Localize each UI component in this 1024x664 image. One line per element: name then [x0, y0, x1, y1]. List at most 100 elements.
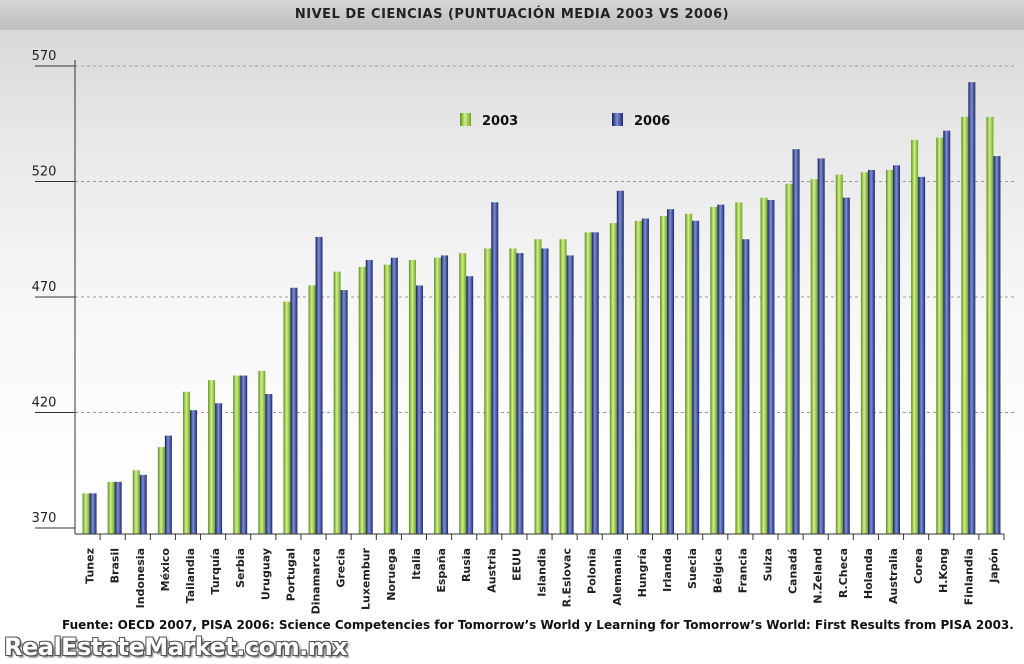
bar-2003-Suecia — [685, 213, 693, 534]
chart: 370 420 470 520 570 Tunez Brasil Indonesia Méxi… — [32, 49, 1014, 614]
bar-2003-Alemania — [609, 223, 617, 534]
x-tick-label: Serbia — [234, 548, 247, 588]
x-tick-label: Austria — [485, 548, 498, 593]
bar-2003-Holanda — [860, 172, 868, 534]
bar-2003-Noruega — [383, 264, 391, 534]
x-tick-label: EEUU — [510, 548, 523, 581]
bar-2006-Suecia — [692, 220, 700, 534]
bar-2006-Holanda — [867, 169, 875, 534]
y-tick-label: 470 — [32, 280, 57, 295]
bar-2006-Hungría — [641, 218, 649, 534]
bar-2003-Japón — [986, 116, 994, 534]
y-tick-label: 370 — [32, 511, 57, 526]
x-tick-label: Portugal — [284, 548, 297, 601]
bar-2006-Canadá — [792, 149, 800, 534]
bar-2006-Grecia — [340, 290, 348, 534]
bar-2003-Hungría — [634, 220, 642, 534]
y-tick-label: 570 — [32, 49, 57, 64]
x-tick-label: Holanda — [862, 548, 875, 599]
bar-2003-Brasil — [107, 481, 115, 534]
x-tick-label: Suiza — [761, 548, 774, 581]
bar-2006-Polonia — [591, 232, 599, 534]
bar-2003-Italia — [408, 260, 416, 534]
x-tick-label: R.Checa — [837, 548, 850, 598]
legend-label-2003: 2003 — [482, 114, 518, 129]
x-tick-label: Noruega — [385, 548, 398, 601]
bar-2003-Irlanda — [660, 216, 668, 534]
x-tick-label: Canadá — [787, 548, 800, 594]
bar-2006-Finlandia — [968, 82, 976, 535]
bar-2006-Tailandia — [189, 410, 197, 534]
bar-2006-H.Kong — [943, 130, 951, 534]
bar-2003-H.Kong — [936, 137, 944, 535]
bar-2003-Finlandia — [961, 116, 969, 534]
bar-2003-R.Eslovac — [559, 239, 567, 534]
x-tick-label: Italia — [410, 548, 423, 580]
bar-2006-R.Checa — [842, 197, 850, 535]
bar-2006-Alemania — [616, 190, 624, 535]
x-tick-label: Luxembur — [360, 547, 373, 610]
bar-2006-España — [441, 255, 449, 535]
bar-2003-Tailandia — [182, 391, 190, 534]
x-tick-label: Turquía — [209, 548, 222, 594]
bar-2006-Australia — [893, 165, 901, 534]
x-tick-label: España — [435, 548, 448, 593]
x-tick-label: Corea — [912, 548, 925, 584]
bar-2003-Suiza — [760, 197, 768, 535]
x-tick-label: Irlanda — [661, 548, 674, 592]
bar-2006-Tunez — [89, 493, 97, 534]
x-tick-label: México — [159, 548, 172, 592]
bar-2003-EEUU — [509, 248, 517, 535]
x-tick-label: Bélgica — [711, 548, 724, 593]
bar-2006-Dinamarca — [315, 236, 323, 534]
legend-swatch-2003 — [460, 113, 471, 126]
bar-2003-Grecia — [333, 271, 341, 534]
bar-2006-Noruega — [390, 257, 398, 534]
bar-2006-Luxembur — [365, 260, 373, 534]
x-tick-label: Japón — [987, 548, 1000, 584]
x-tick-label: Grecia — [335, 548, 348, 588]
bar-2003-Rusia — [459, 253, 467, 535]
y-tick-label: 520 — [32, 165, 57, 180]
x-tick-label: Islandia — [536, 548, 549, 597]
x-tick-label: H.Kong — [937, 548, 950, 593]
x-tick-label: Indonesia — [134, 548, 147, 608]
bar-2003-Bélgica — [710, 206, 718, 534]
chart-title: NIVEL DE CIENCIAS (PUNTUACIÓN MEDIA 2003… — [294, 7, 730, 22]
bar-2003-Indonesia — [132, 470, 140, 534]
bar-2003-Luxembur — [358, 266, 366, 534]
bar-2006-Bélgica — [717, 204, 725, 534]
watermark: RealEstateMarket.com.mx — [4, 633, 348, 661]
bar-2003-Austria — [484, 248, 492, 535]
x-tick-label: N.Zeland — [812, 548, 825, 604]
bar-2003-Dinamarca — [308, 285, 316, 534]
bar-2006-Corea — [918, 176, 926, 534]
x-tick-label: Australia — [887, 548, 900, 604]
x-axis: Tunez Brasil Indonesia México Tailandia Turqu… — [75, 533, 1005, 614]
bar-2003-Uruguay — [258, 370, 266, 534]
bar-2006-Rusia — [466, 276, 474, 534]
x-tick-label: Uruguay — [259, 548, 272, 600]
x-tick-label: Tunez — [84, 548, 97, 584]
y-tick-label: 420 — [32, 396, 57, 411]
bar-2006-Irlanda — [667, 209, 675, 534]
bar-2006-EEUU — [516, 253, 524, 535]
bar-2006-R.Eslovac — [566, 255, 574, 535]
x-tick-label: Alemania — [611, 548, 624, 606]
x-tick-label: Polonia — [586, 548, 599, 594]
bar-2006-Italia — [415, 285, 423, 534]
bar-2003-México — [157, 447, 165, 534]
bar-2003-España — [434, 257, 442, 534]
bars — [82, 82, 1001, 535]
bar-2003-Australia — [886, 169, 894, 534]
bar-2006-N.Zeland — [817, 158, 825, 534]
bar-2006-Uruguay — [265, 394, 273, 534]
bar-2003-Turquía — [208, 380, 216, 534]
x-tick-label: Tailandia — [184, 548, 197, 603]
bar-2006-Austria — [491, 202, 499, 535]
bar-2006-Islandia — [541, 248, 549, 535]
x-tick-label: R.Eslovac — [561, 548, 574, 607]
bar-2006-Japón — [993, 156, 1001, 534]
bar-2006-Serbia — [240, 375, 248, 534]
bar-2006-Indonesia — [139, 474, 147, 534]
